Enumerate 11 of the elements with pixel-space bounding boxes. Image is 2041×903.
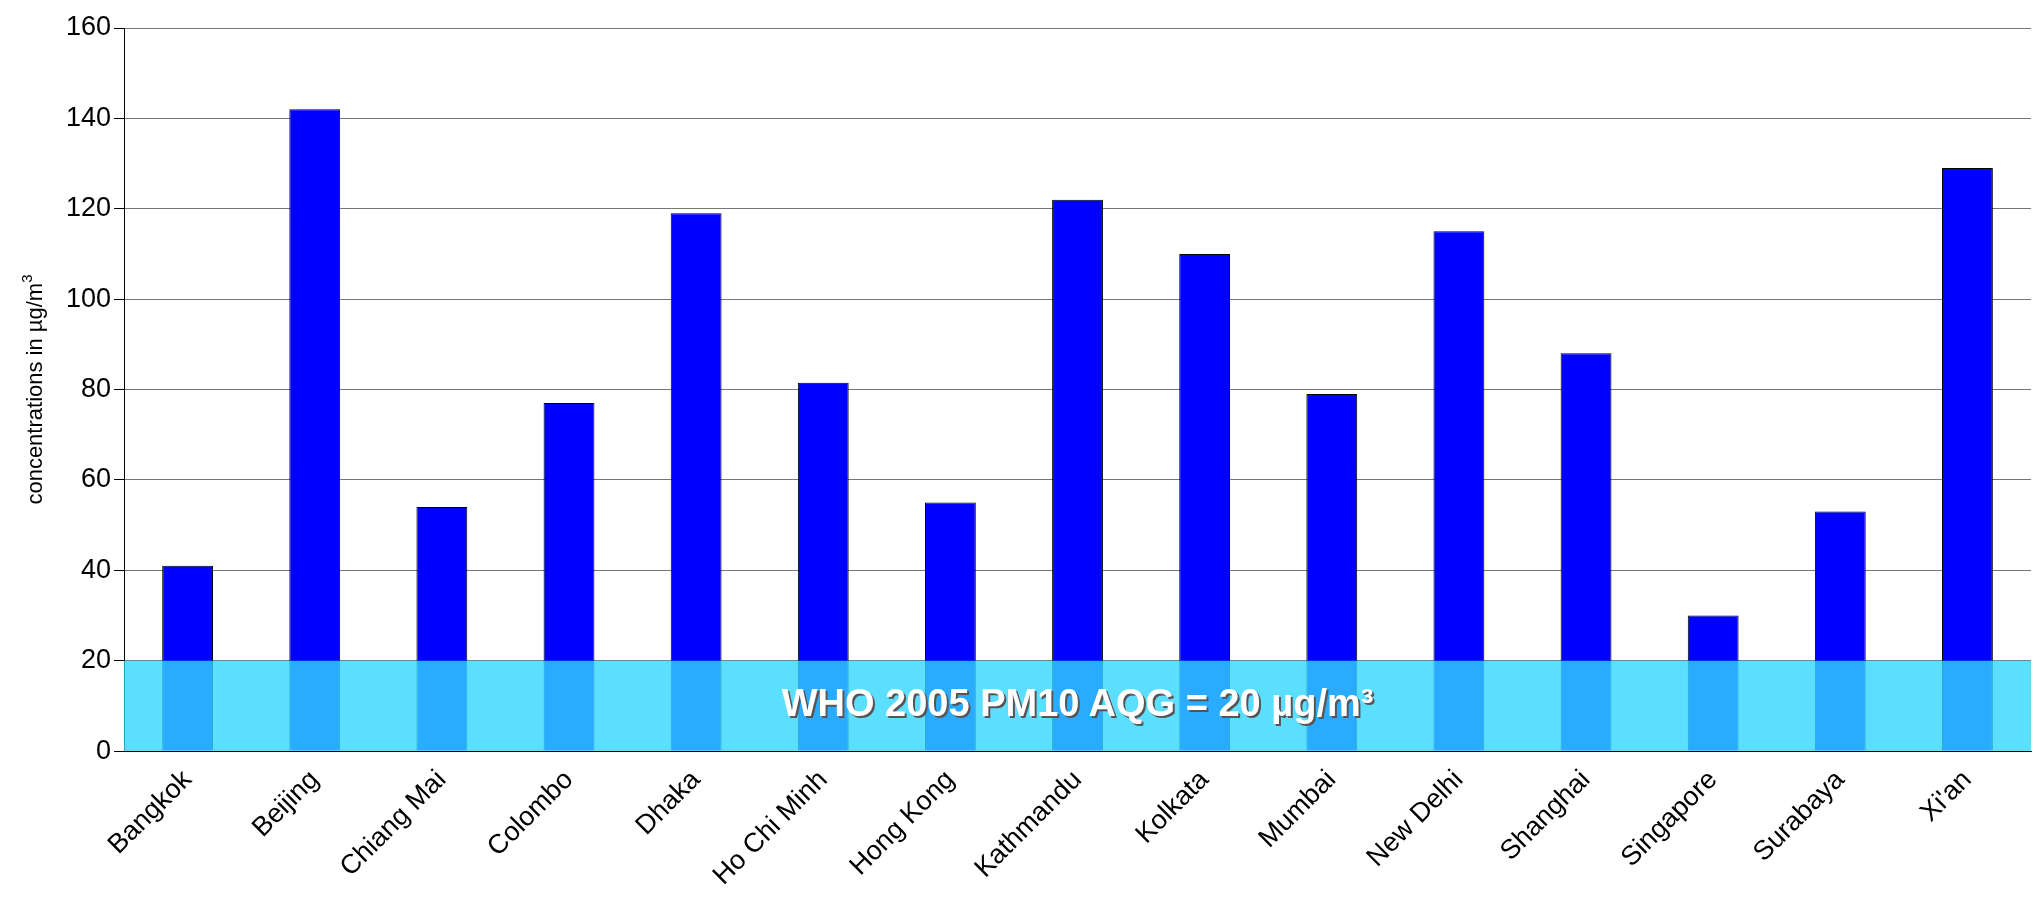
y-tick-label: 0 <box>96 734 112 765</box>
y-tick-label: 80 <box>81 372 112 403</box>
y-tick-label: 160 <box>65 11 112 42</box>
y-axis-title: concentrations in µg/m3 <box>18 274 48 505</box>
y-tick-label: 140 <box>65 101 112 132</box>
y-tick-label: 40 <box>81 553 112 584</box>
y-tick-label: 20 <box>81 644 112 675</box>
band-label: WHO 2005 PM10 AQG = 20 µg/m³ <box>781 682 1374 725</box>
y-tick-label: 100 <box>65 282 112 313</box>
y-tick-label: 120 <box>65 192 112 223</box>
y-tick-label: 60 <box>81 463 112 494</box>
